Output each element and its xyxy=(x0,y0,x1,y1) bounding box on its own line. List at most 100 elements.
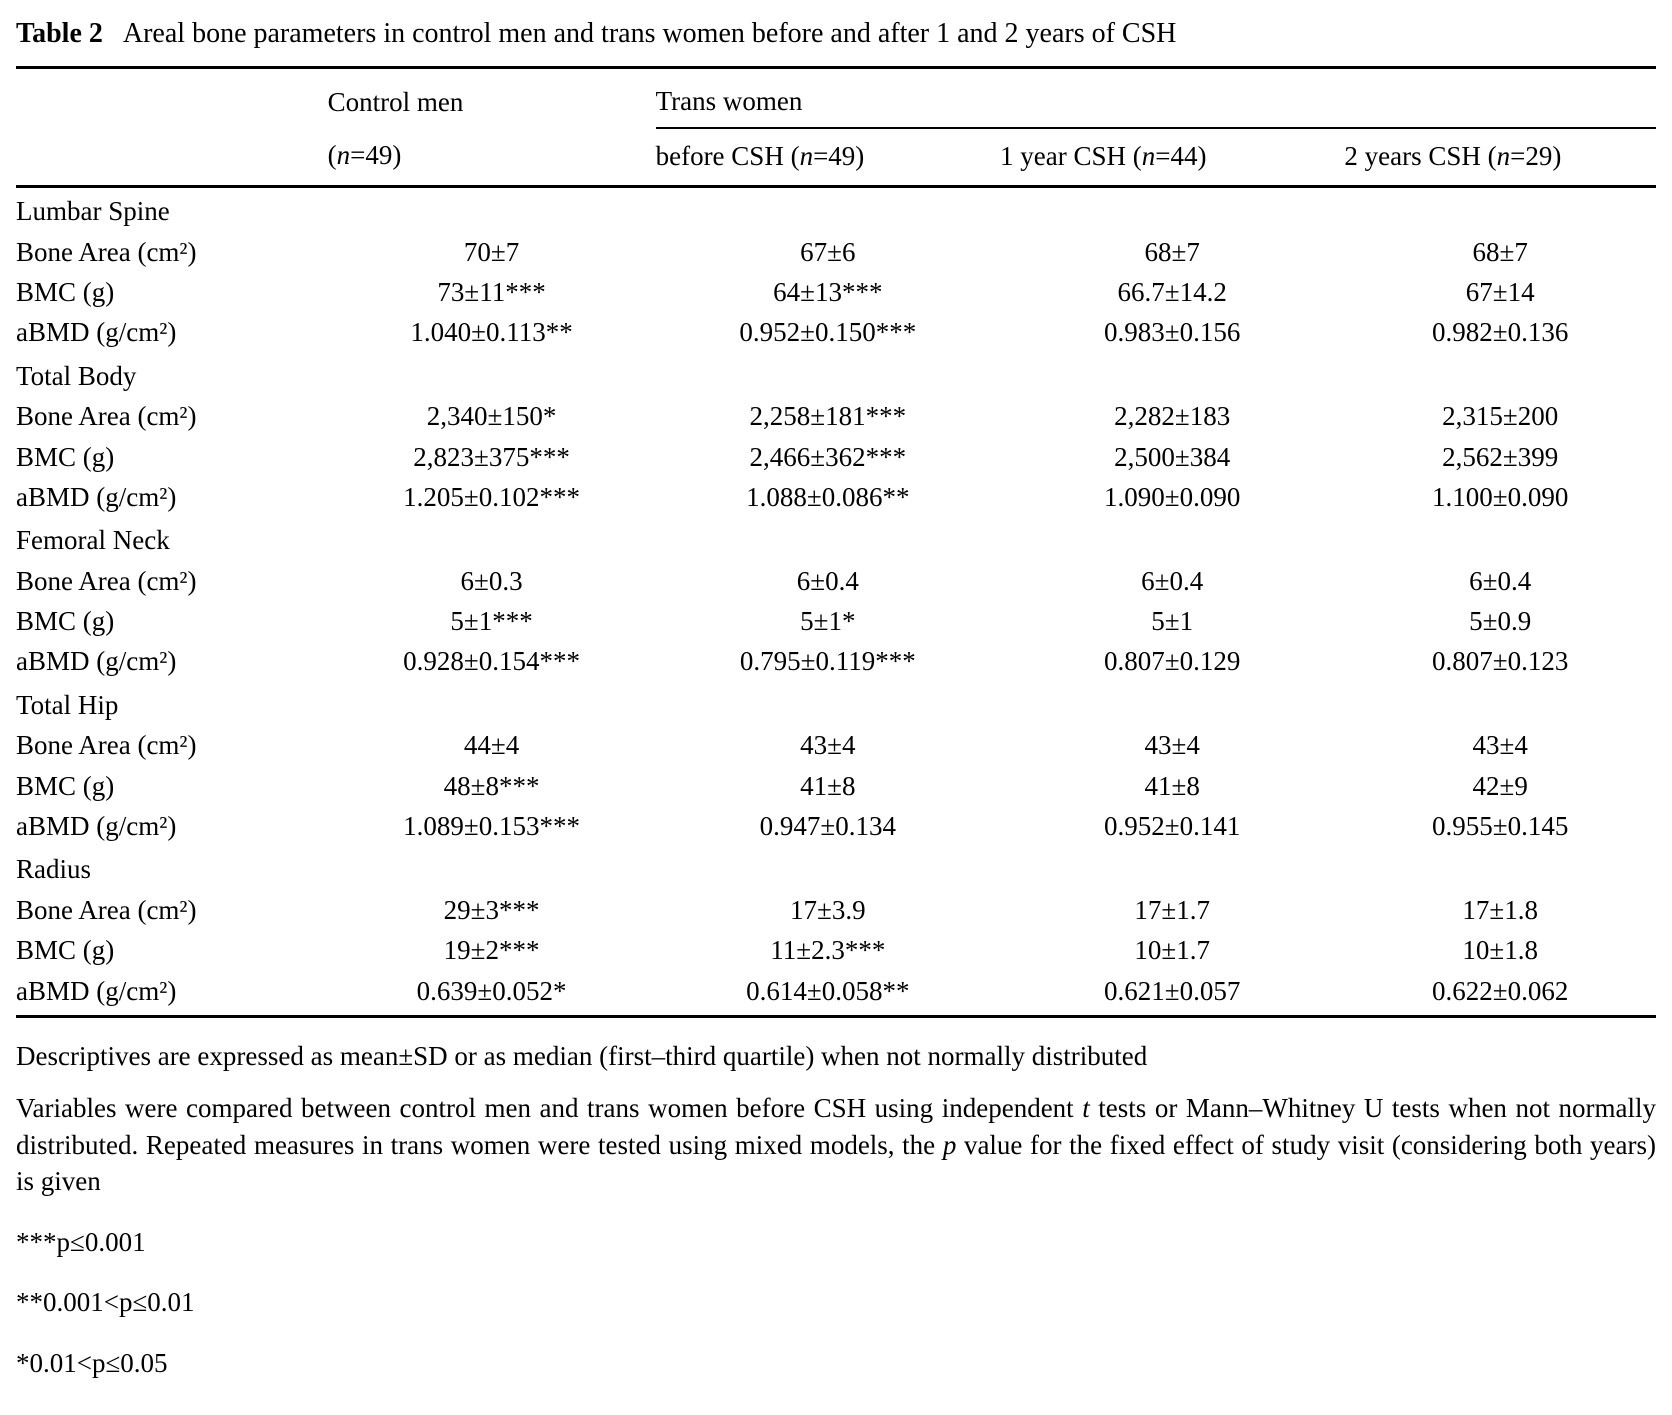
cell: 17±3.9 xyxy=(790,894,866,925)
cell: 5±0.9 xyxy=(1469,606,1532,637)
cell: 11±2.3*** xyxy=(770,935,886,966)
cell: 17±1.7 xyxy=(1134,894,1210,925)
cell: 0.807±0.123 xyxy=(1432,646,1569,677)
cell: 41±8 xyxy=(1144,770,1200,801)
table-row: BMC (g) 2,823±375*** 2,466±362*** 2,500±… xyxy=(16,437,1656,477)
cell: 43±4 xyxy=(1472,730,1528,761)
section-row: Radius xyxy=(16,846,1656,889)
table-row: Bone Area (cm²) 70±7 67±6 68±7 68±7 xyxy=(16,232,1656,272)
table-row: aBMD (g/cm²) 1.205±0.102*** 1.088±0.086*… xyxy=(16,477,1656,517)
row-label: aBMD (g/cm²) xyxy=(16,481,177,512)
cell: 48±8*** xyxy=(443,770,540,801)
cell: 0.952±0.141 xyxy=(1104,811,1241,842)
cell: 5±1 xyxy=(1151,606,1194,637)
cell: 0.621±0.057 xyxy=(1104,975,1241,1006)
cell: 1.089±0.153*** xyxy=(403,811,580,842)
table-number: Table 2 xyxy=(16,18,103,49)
footnote-sig-001: ***p≤0.001 xyxy=(16,1226,146,1257)
col-header-before-csh: before CSH (n=49) xyxy=(655,127,1000,189)
cell: 1.090±0.090 xyxy=(1104,481,1241,512)
cell: 0.807±0.129 xyxy=(1104,646,1241,677)
cell: 10±1.8 xyxy=(1462,935,1538,966)
cell: 29±3*** xyxy=(443,894,540,925)
section-row: Lumbar Spine xyxy=(16,187,1656,232)
table-row: Bone Area (cm²) 2,340±150* 2,258±181*** … xyxy=(16,396,1656,436)
cell: 0.622±0.062 xyxy=(1432,975,1569,1006)
table-row: aBMD (g/cm²) 0.639±0.052* 0.614±0.058** … xyxy=(16,971,1656,1017)
section-row: Total Hip xyxy=(16,682,1656,725)
table-row: aBMD (g/cm²) 1.040±0.113** 0.952±0.150**… xyxy=(16,312,1656,352)
table-row: BMC (g) 5±1*** 5±1* 5±1 5±0.9 xyxy=(16,601,1656,641)
column-header-row: (n=49) before CSH (n=49) 1 year CSH (n=4… xyxy=(16,127,1656,189)
row-label: aBMD (g/cm²) xyxy=(16,975,177,1006)
row-label: BMC (g) xyxy=(16,770,115,801)
table-row: Bone Area (cm²) 29±3*** 17±3.9 17±1.7 17… xyxy=(16,890,1656,930)
row-label: Bone Area (cm²) xyxy=(16,401,197,432)
cell: 2,466±362*** xyxy=(749,441,907,472)
table-caption-text: Areal bone parameters in control men and… xyxy=(122,18,1177,49)
cell: 0.952±0.150*** xyxy=(739,317,917,348)
cell: 2,823±375*** xyxy=(413,441,570,472)
section-label-radius: Radius xyxy=(16,854,92,885)
group-header-trans-women: Trans women xyxy=(655,67,1656,129)
cell: 0.983±0.156 xyxy=(1104,317,1241,348)
cell: 0.982±0.136 xyxy=(1432,317,1569,348)
table-row: Bone Area (cm²) 6±0.3 6±0.4 6±0.4 6±0.4 xyxy=(16,561,1656,601)
table-row: BMC (g) 73±11*** 64±13*** 66.7±14.2 67±1… xyxy=(16,272,1656,312)
cell: 41±8 xyxy=(800,770,856,801)
cell: 10±1.7 xyxy=(1134,935,1210,966)
cell: 44±4 xyxy=(463,730,520,761)
row-label: aBMD (g/cm²) xyxy=(16,811,177,842)
group-header-control-men: Control men xyxy=(327,86,464,117)
row-label: BMC (g) xyxy=(16,441,115,472)
cell: 2,562±399 xyxy=(1442,441,1559,472)
cell: 68±7 xyxy=(1472,236,1528,267)
cell: 2,340±150* xyxy=(426,401,557,432)
row-label: Bone Area (cm²) xyxy=(16,894,197,925)
footnote-descriptives: Descriptives are expressed as mean±SD or… xyxy=(16,1040,1148,1071)
cell: 64±13*** xyxy=(773,276,883,307)
section-row: Femoral Neck xyxy=(16,517,1656,560)
table-header: Control men Trans women (n=49) before CS… xyxy=(16,67,1656,189)
cell: 17±1.8 xyxy=(1462,894,1538,925)
footnote-sig-05: *0.01<p≤0.05 xyxy=(16,1347,168,1378)
row-label: Bone Area (cm²) xyxy=(16,730,197,761)
cell: 70±7 xyxy=(463,236,520,267)
cell: 6±0.4 xyxy=(1141,565,1204,596)
cell: 6±0.3 xyxy=(460,565,523,596)
table-row: Bone Area (cm²) 44±4 43±4 43±4 43±4 xyxy=(16,725,1656,765)
cell: 66.7±14.2 xyxy=(1117,276,1227,307)
header-spacer xyxy=(16,127,328,189)
cell: 6±0.4 xyxy=(796,565,859,596)
group-header-row: Control men Trans women xyxy=(16,67,1656,129)
cell: 19±2*** xyxy=(443,935,540,966)
section-label-femoral-neck: Femoral Neck xyxy=(16,525,170,556)
cell: 0.795±0.119*** xyxy=(739,646,916,677)
cell: 0.955±0.145 xyxy=(1432,811,1569,842)
row-label: aBMD (g/cm²) xyxy=(16,317,177,348)
section-label-total-body: Total Body xyxy=(16,360,137,391)
cell: 2,258±181*** xyxy=(749,401,907,432)
row-label: aBMD (g/cm²) xyxy=(16,646,177,677)
cell: 5±1* xyxy=(800,606,856,637)
col-header-1-year-csh: 1 year CSH (n=44) xyxy=(999,127,1345,189)
table-row: aBMD (g/cm²) 1.089±0.153*** 0.947±0.134 … xyxy=(16,806,1656,846)
cell: 42±9 xyxy=(1472,770,1528,801)
cell: 67±14 xyxy=(1465,276,1535,307)
cell: 67±6 xyxy=(800,236,856,267)
cell: 0.928±0.154*** xyxy=(403,646,580,677)
cell: 43±4 xyxy=(800,730,856,761)
table-caption: Table 2 Areal bone parameters in control … xyxy=(16,16,1656,52)
footnote-sig-01: **0.001<p≤0.01 xyxy=(16,1287,195,1318)
section-label-total-hip: Total Hip xyxy=(16,689,119,720)
cell: 2,282±183 xyxy=(1114,401,1231,432)
cell: 2,315±200 xyxy=(1442,401,1559,432)
section-row: Total Body xyxy=(16,353,1656,396)
cell: 68±7 xyxy=(1144,236,1200,267)
section-label-lumbar-spine: Lumbar Spine xyxy=(16,196,170,227)
cell: 73±11*** xyxy=(437,276,546,307)
row-label: BMC (g) xyxy=(16,935,115,966)
row-label: BMC (g) xyxy=(16,276,115,307)
cell: 1.040±0.113** xyxy=(410,317,573,348)
